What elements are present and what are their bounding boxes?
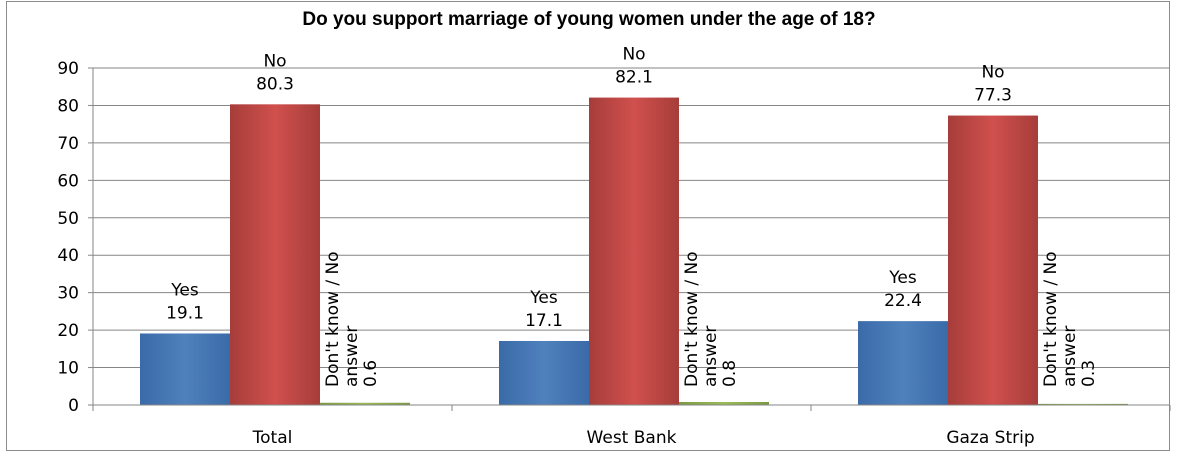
y-tick-label: 50	[57, 209, 79, 229]
x-category-label: Gaza Strip	[946, 428, 1034, 448]
data-label-name: answer	[342, 326, 362, 387]
y-tick-label: 80	[57, 96, 79, 116]
data-label-value: 0.3	[1079, 360, 1099, 387]
data-label-value: 22.4	[884, 291, 922, 311]
data-label-value: 0.8	[720, 360, 740, 387]
data-label-name: Yes	[888, 268, 917, 288]
bar	[320, 402, 410, 405]
data-label-value: 17.1	[525, 311, 563, 331]
data-label-name: Yes	[529, 288, 558, 308]
bar	[499, 340, 589, 405]
y-tick-label: 90	[57, 59, 79, 79]
data-label-name: No	[263, 51, 286, 71]
bar	[230, 104, 320, 406]
data-label-name: No	[622, 45, 645, 65]
y-tick-label: 70	[57, 134, 79, 154]
bar	[858, 321, 948, 405]
data-label-name: answer	[701, 326, 721, 387]
bar	[1038, 403, 1128, 405]
bar	[589, 97, 679, 405]
y-tick-label: 20	[57, 321, 79, 341]
y-tick-label: 30	[57, 284, 79, 304]
data-label-value: 82.1	[615, 68, 653, 88]
data-label-value: 77.3	[974, 86, 1012, 106]
y-tick-label: 40	[57, 246, 79, 266]
data-label-value: 19.1	[166, 303, 204, 323]
data-label-name: Yes	[170, 280, 199, 300]
x-category-label: West Bank	[587, 428, 677, 448]
y-tick-label: 10	[57, 359, 79, 379]
chart-title: Do you support marriage of young women u…	[302, 9, 875, 30]
bar	[679, 402, 769, 405]
bar	[140, 333, 230, 405]
data-label-name: answer	[1060, 326, 1080, 387]
data-label-name: No	[981, 63, 1004, 83]
x-category-label: Total	[252, 428, 293, 448]
data-label-name: Don't know / No	[682, 251, 702, 387]
y-tick-label: 60	[57, 171, 79, 191]
data-label-name: Don't know / No	[1041, 251, 1061, 387]
data-label-value: 80.3	[256, 74, 294, 94]
y-tick-label: 0	[68, 396, 79, 416]
bar	[948, 115, 1038, 405]
data-label-name: Don't know / No	[323, 251, 343, 387]
data-label-value: 0.6	[361, 360, 381, 387]
